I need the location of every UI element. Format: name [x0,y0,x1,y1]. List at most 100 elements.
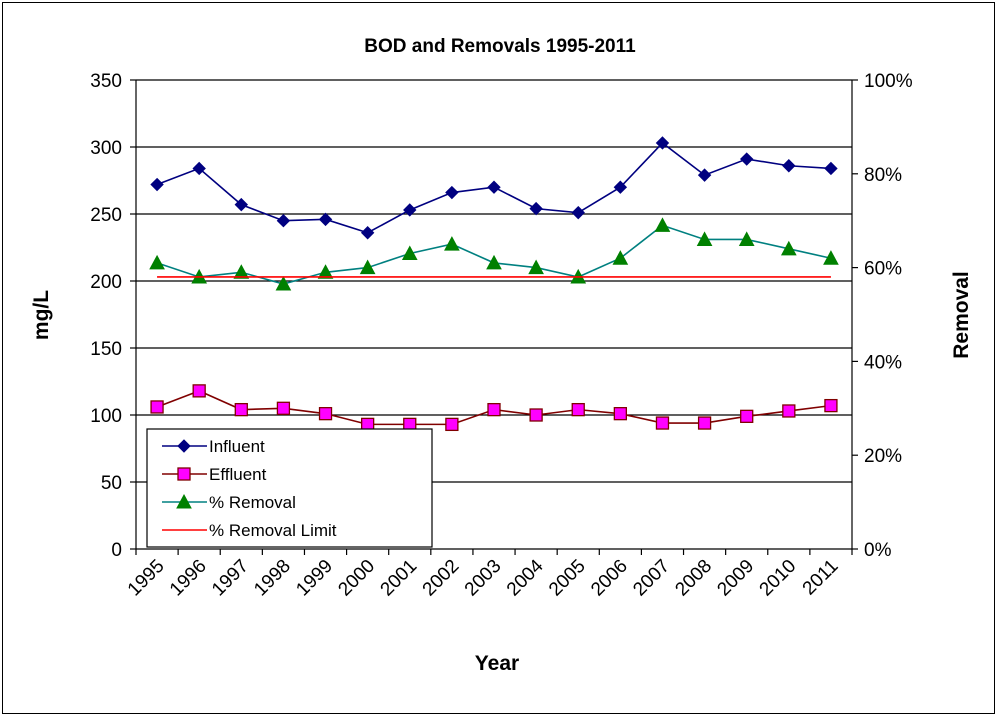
data-point [529,408,543,422]
right-tick-label: 100% [864,71,913,92]
left-tick-label: 0 [111,540,122,561]
data-point [612,250,629,265]
data-point [177,467,191,481]
x-tick-label: 2000 [334,556,379,601]
series-effluent [150,384,838,432]
left-tick-label: 200 [90,272,122,293]
data-point [276,213,291,228]
data-point [613,180,628,194]
data-point [655,136,670,150]
data-point [528,259,544,275]
legend: Influent Effluent % Removal % Removal Limit [146,428,433,548]
data-point [318,212,333,227]
data-point [276,401,291,415]
data-point [613,407,628,421]
legend-entry: % Removal [162,493,296,512]
series-influent [150,136,838,240]
series-layer [149,136,839,432]
data-point [654,217,671,232]
x-tick-label: 1998 [250,556,295,601]
data-point [444,236,460,251]
data-point [487,402,501,417]
x-tick-label: 2004 [503,555,548,600]
data-point [486,254,502,270]
right-tick-label: 0% [864,540,892,561]
data-point [823,250,839,265]
x-tick-label: 2005 [545,556,590,601]
data-point [780,240,797,256]
left-tick-label: 350 [90,71,122,92]
x-tick-label: 1999 [292,556,337,601]
legend-entry: Effluent [162,465,267,484]
x-axis-ticks: 1995199619971998199920002001200220032004… [124,549,853,601]
legend-entry: Influent [162,437,265,456]
data-point [696,231,713,246]
data-point [824,398,838,413]
data-point [150,400,164,414]
data-point [233,264,250,279]
left-tick-label: 250 [90,205,122,226]
data-point [738,231,755,246]
data-point [275,275,292,291]
x-tick-label: 1996 [166,556,211,601]
x-tick-label: 2002 [419,556,464,601]
data-point [445,417,459,432]
right-tick-label: 40% [864,352,902,373]
x-tick-label: 2008 [671,556,716,601]
data-point [192,384,206,398]
data-point [487,180,501,194]
axes [135,80,853,550]
series-removal [149,217,839,291]
data-point [401,245,418,261]
legend-entry: % Removal Limit [162,521,337,540]
data-point [150,177,164,192]
x-tick-label: 2007 [629,556,674,601]
x-axis-label: Year [475,652,519,675]
data-point [176,493,192,509]
left-tick-label: 50 [101,473,122,494]
data-point [359,259,376,275]
left-tick-label: 150 [90,339,122,360]
data-point [318,407,333,421]
legend-label: % Removal [209,493,296,512]
data-point [360,226,375,240]
data-point [192,161,206,176]
data-point [782,404,796,418]
left-tick-label: 100 [90,406,122,427]
right-axis-ticks: 0% 20% 40% 60% 80% 100% [852,71,913,561]
y-left-axis-label: mg/L [30,290,53,340]
legend-label: Effluent [209,465,267,484]
data-point [149,254,165,270]
data-point [571,402,585,417]
x-tick-label: 2009 [713,556,758,601]
data-point [445,185,459,200]
data-point [571,205,585,220]
legend-box [146,428,433,548]
data-point [655,416,670,430]
right-tick-label: 80% [864,165,902,186]
right-tick-label: 60% [864,259,902,280]
data-point [697,168,712,182]
legend-label: % Removal Limit [209,521,337,540]
data-point [234,197,249,212]
data-point [782,159,796,173]
right-tick-label: 20% [864,446,902,467]
x-tick-label: 2001 [377,556,422,601]
y-right-axis-label: Removal [950,271,973,359]
data-point [317,264,334,279]
data-point [177,439,191,453]
series-line [156,224,832,285]
x-tick-label: 1995 [124,556,169,601]
legend-label: Influent [209,437,265,456]
chart-title: BOD and Removals 1995-2011 [364,36,636,57]
data-point [824,161,838,176]
left-tick-label: 300 [90,138,122,159]
data-point [739,152,754,166]
data-point [234,402,248,417]
x-tick-label: 2006 [587,556,632,601]
x-tick-label: 2003 [461,556,506,601]
left-axis-ticks: 0 50 100 150 200 250 300 350 [90,71,136,561]
x-tick-label: 1997 [208,556,253,601]
